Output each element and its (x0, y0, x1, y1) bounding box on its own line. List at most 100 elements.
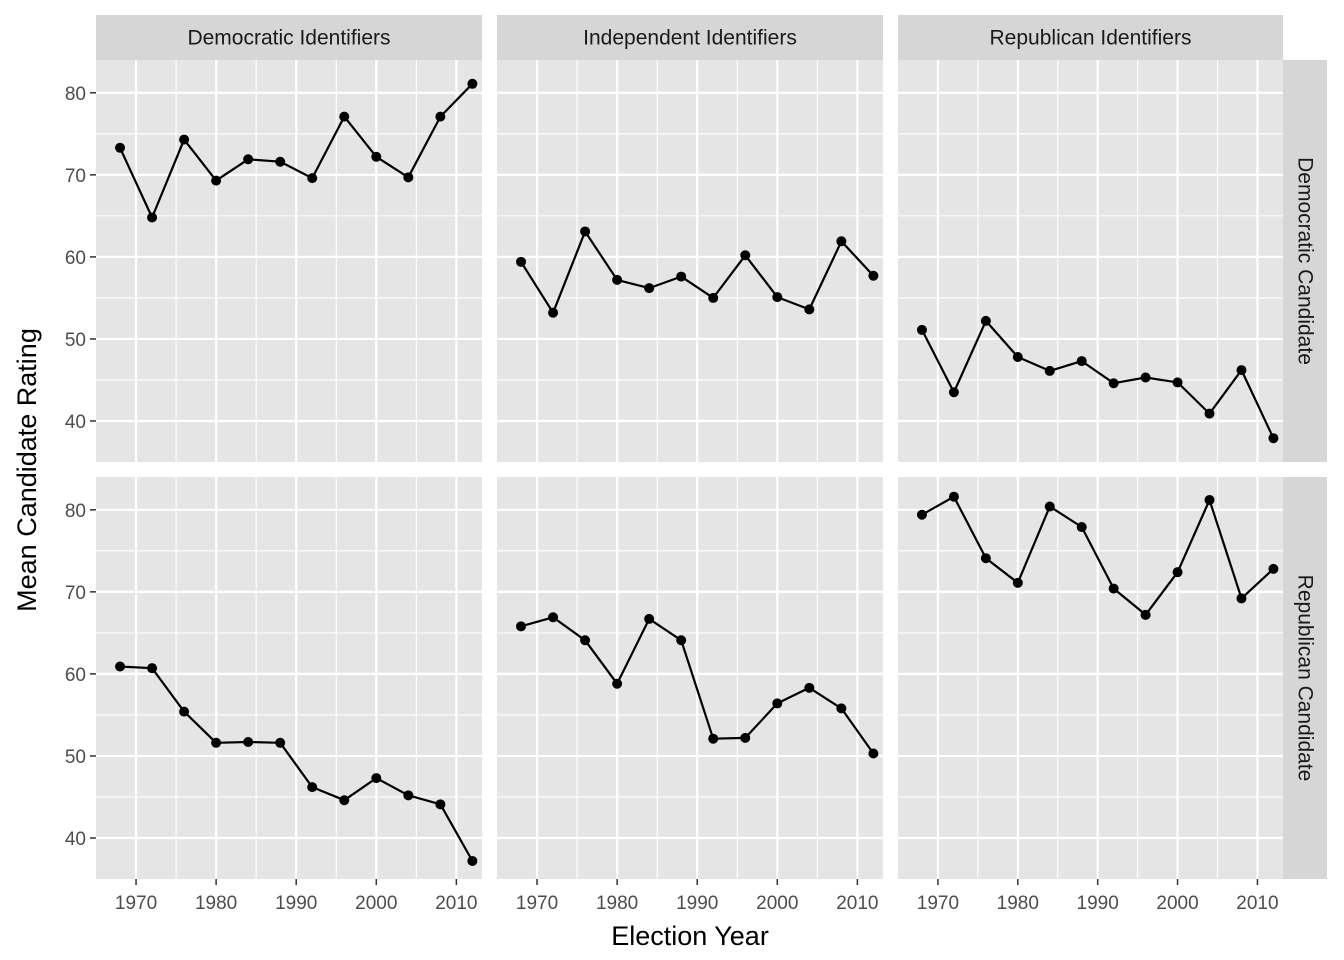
y-tick-label: 40 (65, 412, 86, 433)
data-point (948, 387, 959, 398)
row-strip-democratic-candidate: Democratic Candidate (1283, 60, 1327, 462)
y-axis-title: Mean Candidate Rating (12, 328, 42, 612)
data-point (435, 799, 446, 810)
data-point (1140, 609, 1151, 620)
column-strip-republican-identifiers: Republican Identifiers (898, 15, 1283, 60)
data-point (467, 855, 478, 866)
x-axis-title: Election Year (611, 921, 769, 951)
series-line (119, 665, 474, 862)
series-line (921, 495, 1275, 616)
data-point (804, 304, 815, 315)
x-tick-label: 2000 (756, 893, 798, 914)
data-point (1172, 567, 1183, 578)
data-point (1108, 583, 1119, 594)
data-point (772, 292, 783, 303)
x-tick-label: 1990 (275, 893, 317, 914)
series-line (520, 616, 875, 755)
panel-background (497, 477, 883, 879)
data-point (804, 682, 815, 693)
strips-layer: Democratic Identifiers Independent Identi… (96, 15, 1327, 879)
panel-background (96, 60, 482, 462)
data-point (211, 175, 222, 186)
data-point (580, 226, 591, 237)
panel-republican-candidate-democratic-identifiers (96, 477, 482, 879)
data-point (339, 795, 350, 806)
row-strip-label: Democratic Candidate (1294, 157, 1317, 365)
data-point (371, 773, 382, 784)
column-strip-label: Independent Identifiers (583, 27, 797, 50)
data-point (243, 154, 254, 165)
strip-background (1283, 477, 1327, 879)
data-point (644, 283, 655, 294)
y-tick-label: 80 (65, 84, 86, 105)
series-line (119, 83, 474, 219)
data-point (1140, 372, 1151, 383)
data-point (179, 706, 190, 717)
x-tick-label: 2000 (1156, 893, 1198, 914)
data-point (211, 737, 222, 748)
data-point (868, 270, 879, 281)
column-strip-independent-identifiers: Independent Identifiers (497, 15, 883, 60)
data-point (307, 782, 318, 793)
x-tick-label: 1980 (596, 893, 638, 914)
data-point (1236, 593, 1247, 604)
x-tick-label: 2010 (836, 893, 878, 914)
data-point (115, 661, 126, 672)
data-point (1236, 365, 1247, 376)
data-point (1204, 494, 1215, 505)
strip-background (96, 15, 482, 60)
data-point (1012, 351, 1023, 362)
row-strip-republican-candidate: Republican Candidate (1283, 477, 1327, 879)
y-tick-label: 70 (65, 166, 86, 187)
panels-layer (96, 60, 1283, 879)
data-point (548, 307, 559, 318)
data-point (371, 151, 382, 162)
panel-democratic-candidate-republican-identifiers (898, 60, 1283, 462)
x-tick-label: 1980 (997, 893, 1039, 914)
series-line (520, 230, 875, 314)
data-point (772, 698, 783, 709)
data-point (676, 635, 687, 646)
column-strip-label: Democratic Identifiers (187, 27, 390, 50)
y-tick-label: 80 (65, 501, 86, 522)
x-tick-label: 1980 (195, 893, 237, 914)
column-strip-democratic-identifiers: Democratic Identifiers (96, 15, 482, 60)
x-tick-label: 2010 (435, 893, 477, 914)
column-strip-label: Republican Identifiers (990, 27, 1192, 50)
panel-democratic-candidate-democratic-identifiers (96, 60, 482, 462)
data-point (708, 733, 719, 744)
data-point (580, 635, 591, 646)
data-point (307, 173, 318, 184)
data-point (1076, 522, 1087, 533)
data-point (275, 156, 286, 167)
x-tick-label: 1990 (1077, 893, 1119, 914)
data-point (836, 236, 847, 247)
panel-background (898, 477, 1283, 879)
data-point (516, 621, 527, 632)
x-tick-label: 2000 (355, 893, 397, 914)
data-point (516, 256, 527, 267)
y-tick-label: 50 (65, 747, 86, 768)
y-tick-label: 40 (65, 829, 86, 850)
row-strip-label: Republican Candidate (1294, 575, 1317, 782)
data-point (1076, 356, 1087, 367)
x-tick-label: 1970 (516, 893, 558, 914)
panel-background (497, 60, 883, 462)
data-point (916, 324, 927, 335)
y-tick-label: 60 (65, 248, 86, 269)
strip-background (497, 15, 883, 60)
data-point (115, 142, 126, 153)
data-point (1044, 365, 1055, 376)
panel-republican-candidate-republican-identifiers (898, 477, 1283, 879)
data-point (1108, 378, 1119, 389)
series-line (921, 319, 1275, 439)
data-point (740, 732, 751, 743)
data-point (980, 315, 991, 326)
y-tick-label: 50 (65, 330, 86, 351)
data-point (836, 703, 847, 714)
data-point (147, 212, 158, 223)
data-point (676, 271, 687, 282)
data-point (147, 663, 158, 674)
data-point (467, 78, 478, 89)
